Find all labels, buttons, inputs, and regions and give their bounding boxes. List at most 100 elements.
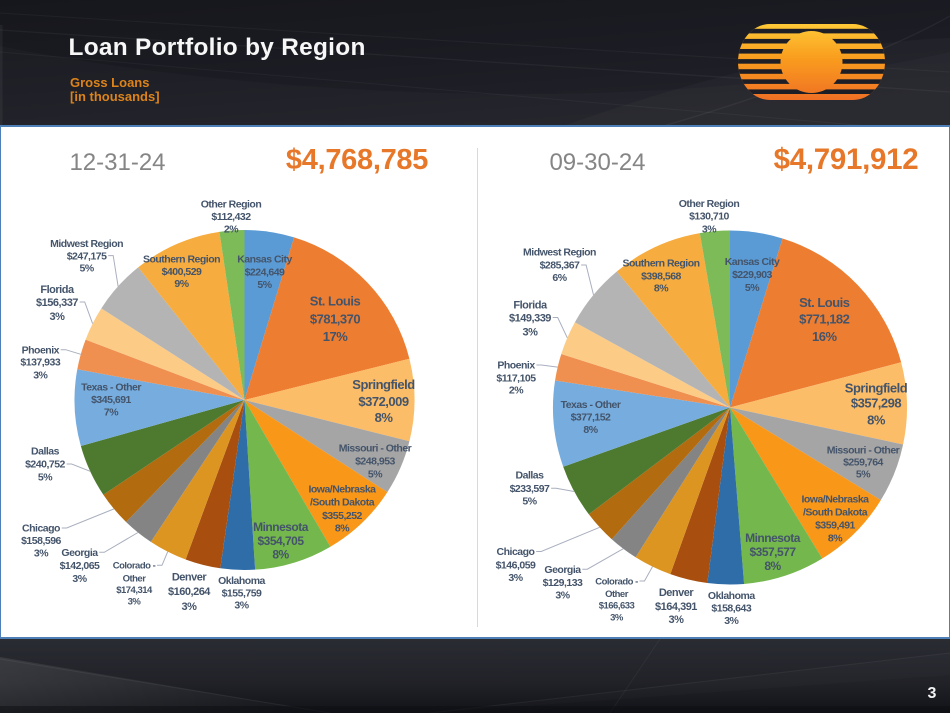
svg-text:$164,391: $164,391 [655, 601, 697, 613]
svg-text:$137,933: $137,933 [20, 357, 60, 369]
svg-text:17%: 17% [323, 329, 348, 344]
svg-text:$377,152: $377,152 [571, 412, 611, 424]
svg-text:3%: 3% [702, 223, 717, 235]
svg-text:Dallas: Dallas [516, 470, 545, 482]
svg-text:$117,105: $117,105 [496, 373, 536, 385]
svg-text:09-30-24: 09-30-24 [549, 149, 645, 176]
svg-text:Phoenix: Phoenix [497, 360, 535, 372]
svg-text:2%: 2% [224, 224, 239, 236]
svg-text:Midwest Region: Midwest Region [50, 238, 123, 250]
svg-text:Phoenix: Phoenix [22, 344, 60, 356]
svg-text:$149,339: $149,339 [509, 312, 551, 324]
svg-text:8%: 8% [764, 559, 781, 573]
svg-text:$160,264: $160,264 [168, 586, 211, 598]
svg-text:5%: 5% [856, 469, 871, 481]
svg-text:$781,370: $781,370 [310, 312, 360, 327]
svg-text:Other Region: Other Region [679, 198, 740, 210]
svg-text:$158,596: $158,596 [21, 535, 61, 547]
svg-text:Kansas City: Kansas City [725, 256, 780, 268]
svg-text:Southern Region: Southern Region [622, 258, 699, 270]
svg-text:$359,491: $359,491 [815, 520, 855, 532]
svg-text:9%: 9% [174, 278, 189, 290]
svg-text:$398,568: $398,568 [641, 270, 681, 282]
svg-text:12-31-24: 12-31-24 [69, 149, 165, 176]
svg-text:8%: 8% [867, 413, 886, 428]
svg-text:5%: 5% [368, 469, 383, 481]
svg-text:$248,953: $248,953 [355, 456, 395, 468]
svg-text:$771,182: $771,182 [799, 311, 849, 326]
svg-text:8%: 8% [375, 410, 394, 425]
svg-text:$285,367: $285,367 [540, 260, 580, 272]
svg-text:$247,175: $247,175 [67, 250, 107, 262]
svg-text:Florida: Florida [513, 299, 548, 311]
svg-text:3%: 3% [234, 600, 249, 612]
svg-text:5%: 5% [745, 282, 760, 294]
svg-text:3%: 3% [50, 311, 66, 323]
svg-text:/South Dakota: /South Dakota [803, 507, 868, 519]
svg-text:3: 3 [928, 685, 937, 702]
svg-text:5%: 5% [257, 279, 272, 291]
svg-text:Other: Other [605, 589, 629, 600]
svg-text:Chicago: Chicago [22, 523, 60, 535]
svg-text:3%: 3% [34, 548, 49, 560]
svg-text:$355,252: $355,252 [322, 510, 362, 522]
svg-text:Chicago: Chicago [497, 546, 535, 558]
svg-text:Texas - Other: Texas - Other [81, 382, 141, 394]
svg-text:Iowa/Nebraska: Iowa/Nebraska [801, 494, 869, 506]
svg-text:Iowa/Nebraska: Iowa/Nebraska [308, 483, 376, 495]
svg-text:Southern Region: Southern Region [143, 254, 220, 266]
svg-text:$4,791,912: $4,791,912 [774, 143, 919, 176]
svg-text:$158,643: $158,643 [711, 603, 751, 615]
svg-text:$146,059: $146,059 [496, 559, 536, 571]
svg-text:$357,298: $357,298 [851, 395, 901, 410]
svg-text:Texas - Other: Texas - Other [561, 399, 621, 411]
svg-text:8%: 8% [583, 424, 598, 436]
svg-text:$372,009: $372,009 [358, 394, 408, 409]
svg-text:$156,337: $156,337 [36, 297, 78, 309]
svg-text:Dallas: Dallas [31, 446, 60, 458]
svg-text:Oklahoma: Oklahoma [218, 575, 265, 587]
svg-text:3%: 3% [669, 614, 685, 626]
svg-text:8%: 8% [828, 533, 843, 545]
svg-text:3%: 3% [508, 572, 523, 584]
svg-text:Colorado -: Colorado - [595, 576, 638, 587]
svg-text:$354,705: $354,705 [257, 534, 304, 548]
svg-text:$259,764: $259,764 [843, 457, 883, 469]
svg-text:$142,065: $142,065 [60, 560, 100, 572]
svg-text:3%: 3% [128, 597, 142, 608]
svg-text:3%: 3% [610, 612, 624, 623]
svg-text:3%: 3% [724, 615, 739, 627]
svg-text:Springfield: Springfield [352, 377, 415, 392]
svg-text:St. Louis: St. Louis [310, 294, 361, 309]
svg-text:$400,529: $400,529 [162, 266, 202, 278]
svg-text:Kansas City: Kansas City [237, 254, 292, 266]
svg-text:Other Region: Other Region [201, 199, 262, 211]
svg-text:3%: 3% [72, 573, 87, 585]
svg-text:/South Dakota: /South Dakota [310, 497, 375, 509]
svg-text:$129,133: $129,133 [543, 577, 583, 589]
svg-text:Missouri - Other: Missouri - Other [339, 443, 412, 455]
svg-text:Colorado -: Colorado - [113, 561, 156, 572]
svg-text:8%: 8% [335, 523, 350, 535]
svg-text:6%: 6% [552, 272, 567, 284]
svg-text:8%: 8% [272, 548, 289, 562]
svg-text:3%: 3% [182, 601, 198, 613]
svg-text:3%: 3% [555, 590, 570, 602]
svg-text:Minnesota: Minnesota [253, 520, 309, 534]
svg-text:$166,633: $166,633 [599, 601, 635, 612]
svg-text:Georgia: Georgia [544, 564, 581, 576]
svg-text:5%: 5% [80, 262, 95, 274]
svg-text:$155,759: $155,759 [222, 587, 262, 599]
svg-text:Springfield: Springfield [845, 381, 908, 396]
svg-text:3%: 3% [33, 369, 48, 381]
svg-text:3%: 3% [523, 326, 539, 338]
svg-text:16%: 16% [812, 329, 837, 344]
svg-text:7%: 7% [104, 407, 119, 419]
svg-text:Georgia: Georgia [61, 547, 98, 559]
svg-text:$233,597: $233,597 [510, 483, 550, 495]
svg-text:Denver: Denver [659, 587, 695, 599]
svg-text:$240,752: $240,752 [25, 459, 65, 471]
svg-text:Other: Other [123, 573, 147, 584]
svg-text:5%: 5% [522, 495, 537, 507]
svg-text:Midwest Region: Midwest Region [523, 247, 596, 259]
